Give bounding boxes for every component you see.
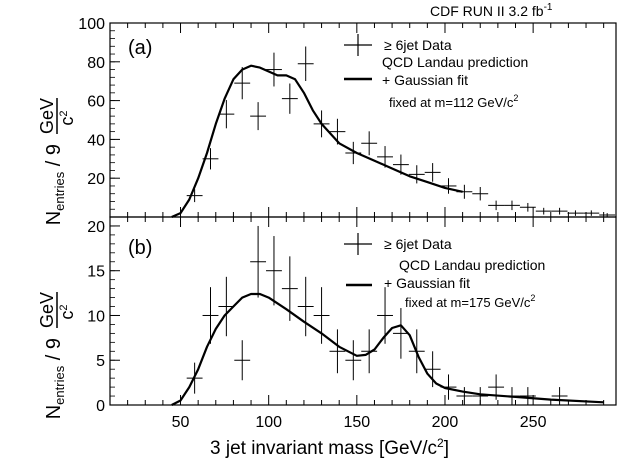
data-point-a	[535, 207, 552, 215]
fit-curve-b	[171, 292, 604, 406]
legend-fit-label-3-a: fixed at m=112 GeV/c2	[389, 93, 518, 110]
y-tick-label-a: 40	[87, 132, 105, 149]
data-point-a	[234, 67, 251, 100]
svg-text:c2: c2	[57, 110, 77, 125]
data-point-a	[551, 207, 568, 215]
legend-b: ≥ 6jet Data QCD Landau prediction + Gaus…	[344, 233, 545, 310]
x-tick-label: 50	[172, 414, 190, 431]
legend-fit-label-3-b: fixed at m=175 GeV/c2	[405, 293, 535, 310]
data-point-a	[250, 102, 267, 131]
data-point-b	[281, 256, 298, 321]
y-axis-label-den: c	[57, 117, 77, 126]
y-tick-label-a: 100	[78, 16, 105, 33]
data-point-b	[218, 276, 235, 337]
data-point-a	[377, 146, 393, 168]
experiment-label: CDF RUN II 3.2 fb-1	[430, 2, 553, 19]
svg-text:Nentries / 9: Nentries / 9	[43, 144, 67, 225]
y-tick-label-b: 0	[96, 398, 105, 415]
panel-b: 0 5 10 15 20 (b) ≥ 6jet Data QCD Landau pred…	[87, 216, 617, 415]
data-point-a	[472, 186, 489, 201]
data-point-a	[281, 83, 298, 114]
y-tick-label-a: 20	[87, 171, 105, 188]
data-point-b	[551, 387, 568, 405]
legend-fit-label-2-a: + Gaussian fit	[382, 72, 468, 88]
data-point-a	[424, 163, 441, 182]
data-point-b	[519, 387, 536, 405]
x-tick-label: 200	[432, 414, 459, 431]
data-point-b	[202, 287, 219, 344]
x-axis-title: 3 jet invariant mass [GeV/c2]	[210, 436, 449, 459]
legend-fit-label-1-a: QCD Landau prediction	[382, 54, 528, 70]
data-point-b	[392, 308, 409, 359]
data-point-a	[266, 52, 282, 87]
legend-a: ≥ 6jet Data QCD Landau prediction + Gaus…	[344, 34, 528, 110]
y-tick-label-a: 80	[87, 55, 105, 72]
y-tick-label-a: 60	[87, 94, 105, 111]
y-tick-label-b: 20	[87, 219, 105, 236]
y-tick-label-b: 15	[87, 264, 105, 281]
data-point-a	[488, 200, 505, 211]
data-point-a	[599, 213, 616, 217]
y-axis-label-num: GeV	[37, 98, 57, 134]
data-point-b	[313, 287, 330, 344]
data-point-a	[361, 131, 378, 156]
legend-fit-label-2-b: + Gaussian fit	[384, 275, 470, 291]
plot-frame-b	[109, 216, 617, 406]
data-point-a	[519, 202, 536, 212]
data-point-a	[218, 100, 235, 129]
y-axis-label-n: N	[43, 211, 65, 225]
data-point-a	[567, 210, 584, 216]
data-point-a	[297, 46, 314, 81]
svg-text:c2: c2	[57, 304, 77, 319]
y-axis-label-b: Nentries / 9 GeV c2	[37, 292, 77, 419]
data-point-b	[361, 329, 378, 374]
panel-label-a: (a)	[128, 37, 152, 59]
data-point-a	[408, 165, 425, 184]
data-point-b	[456, 387, 473, 405]
plot-frame-a	[109, 22, 617, 218]
data-point-a	[583, 210, 600, 216]
svg-text:Nentries / 9: Nentries / 9	[43, 338, 67, 419]
x-tick-label: 100	[255, 414, 282, 431]
data-point-b	[472, 387, 489, 405]
data-point-b	[234, 340, 251, 381]
y-tick-label-b: 10	[87, 308, 105, 325]
data-point-b	[345, 340, 362, 381]
fit-curve-a	[171, 64, 463, 219]
data-point-a	[504, 200, 520, 211]
data-point-b	[329, 329, 346, 374]
data-point-b	[266, 236, 282, 306]
data-point-b	[297, 276, 314, 337]
y-axis-label-a: Nentries / 9 GeV c2	[37, 98, 77, 225]
legend-fit-label-1-b: QCD Landau prediction	[399, 257, 545, 273]
data-point-b	[250, 225, 267, 298]
legend-data-label-a: ≥ 6jet Data	[384, 37, 452, 53]
svg-text:GeV: GeV	[37, 292, 57, 328]
panel-label-b: (b)	[128, 237, 152, 259]
data-point-a	[186, 189, 203, 203]
y-tick-label-b: 5	[96, 353, 105, 370]
x-tick-label: 150	[343, 414, 370, 431]
legend-data-label-b: ≥ 6jet Data	[384, 236, 452, 252]
panel-a: 20 40 60 80 100 (a) ≥ 6jet Data QCD Landau p…	[78, 16, 617, 219]
x-axis-tick-labels: 50 100 150 200 250	[172, 414, 547, 431]
data-point-a	[440, 178, 457, 194]
x-tick-label: 250	[520, 414, 547, 431]
data-point-b	[424, 351, 441, 388]
